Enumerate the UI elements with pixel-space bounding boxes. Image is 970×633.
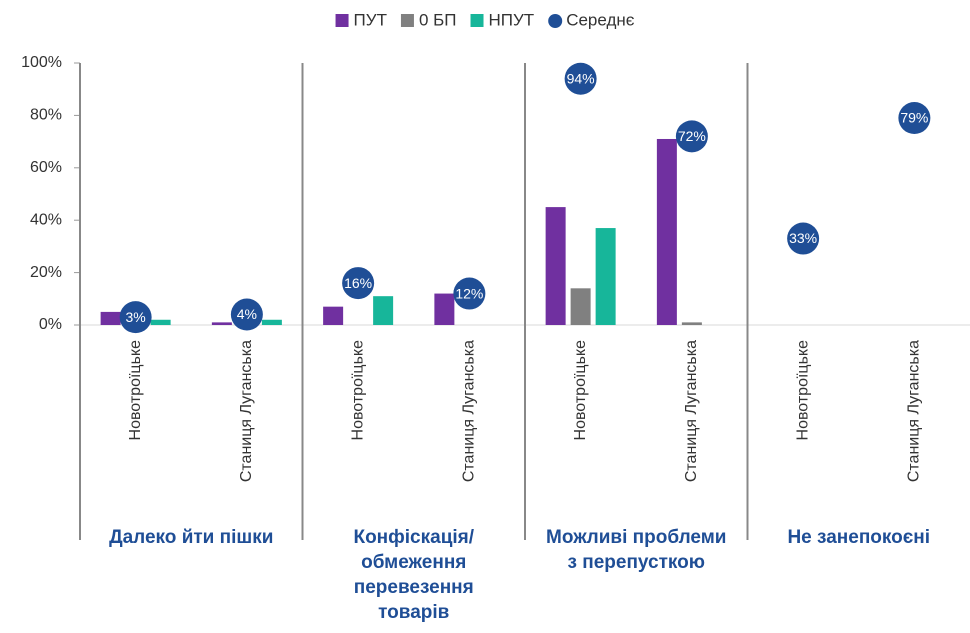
bar (545, 207, 566, 325)
data-label: 33% (789, 230, 817, 246)
bar (681, 322, 702, 325)
group-label: Конфіскація/обмеження перевезення товарі… (353, 527, 475, 623)
y-tick-label: 100% (21, 54, 62, 71)
legend-label: ПУТ (354, 10, 387, 29)
average-marker (898, 102, 931, 135)
average-marker (675, 120, 708, 153)
bar (323, 306, 344, 325)
bar (211, 322, 232, 325)
average-marker (342, 267, 375, 300)
y-tick-label: 60% (30, 159, 62, 176)
bar (100, 311, 121, 325)
data-label: 12% (455, 285, 483, 301)
legend-marker (548, 14, 563, 28)
data-label: 16% (344, 275, 372, 291)
legend-label: Середнє (566, 10, 635, 29)
x-tick-label: Новотроїцьке (349, 340, 366, 441)
x-tick-label: Станиця Луганська (906, 340, 923, 482)
legend-marker (400, 14, 414, 27)
data-label: 3% (126, 309, 146, 325)
bar (656, 138, 677, 325)
legend-marker (335, 14, 349, 27)
average-marker (787, 222, 820, 255)
average-marker (453, 277, 486, 310)
data-label: 94% (567, 70, 595, 86)
x-tick-label: Станиця Луганська (461, 340, 478, 482)
y-tick-label: 20% (30, 264, 62, 281)
x-tick-label: Новотроїцьке (127, 340, 144, 441)
group-label: Можливі проблеми з перепусткою (546, 527, 727, 573)
x-tick-label: Новотроїцьке (794, 340, 811, 441)
bar (373, 296, 394, 325)
y-tick-label: 80% (30, 107, 62, 124)
group-label: Не занепокоєні (787, 527, 931, 548)
data-label: 4% (237, 306, 257, 322)
bar (595, 228, 616, 325)
bar (150, 319, 171, 325)
x-tick-label: Станиця Луганська (683, 340, 700, 482)
legend-label: 0 БП (419, 10, 457, 29)
bar (434, 293, 455, 325)
data-label: 72% (678, 128, 706, 144)
bar (261, 319, 282, 325)
legend-label: НПУТ (489, 10, 535, 29)
bar (570, 288, 591, 325)
x-tick-label: Станиця Луганська (238, 340, 255, 482)
y-tick-label: 0% (39, 316, 62, 333)
y-tick-label: 40% (30, 211, 62, 228)
average-marker (564, 62, 597, 95)
legend-marker (470, 14, 484, 27)
average-marker (119, 301, 152, 334)
x-tick-label: Новотроїцьке (572, 340, 589, 441)
group-label: Далеко йти пішки (109, 527, 274, 548)
data-label: 79% (900, 110, 928, 126)
average-marker (230, 298, 263, 331)
